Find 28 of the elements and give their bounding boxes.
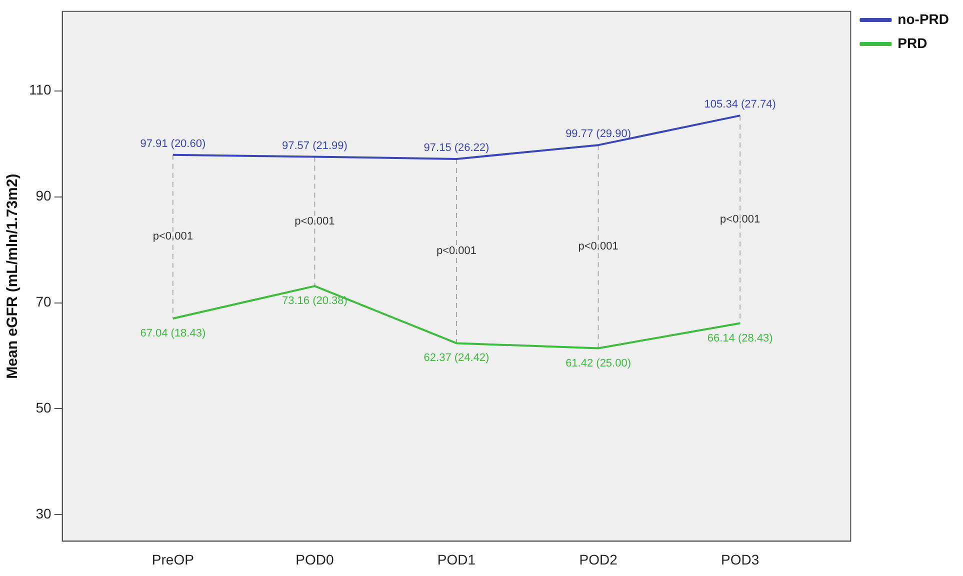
- y-tick-label: 50: [36, 400, 52, 416]
- annotation: p<0.001: [294, 215, 335, 228]
- x-tick-label: PreOP: [152, 551, 194, 568]
- data-label: 105.34 (27.74): [704, 98, 776, 111]
- data-label: 97.57 (21.99): [282, 140, 348, 152]
- data-label: 99.77 (29.90): [566, 128, 632, 140]
- x-tick-label: POD0: [296, 551, 334, 568]
- annotation: p<0.001: [578, 240, 618, 253]
- x-tick-label: POD3: [721, 551, 760, 568]
- legend-label: PRD: [898, 34, 928, 51]
- data-label: 97.91 (20.60): [140, 138, 206, 150]
- data-label: 61.42 (25.00): [566, 357, 632, 370]
- y-tick-label: 90: [36, 188, 52, 204]
- data-label: 73.16 (20.38): [282, 295, 348, 308]
- y-tick-label: 110: [28, 82, 52, 98]
- data-label: 66.14 (28.43): [707, 332, 773, 344]
- annotation: p<0.001: [152, 230, 193, 243]
- data-label: 67.04 (18.43): [140, 328, 206, 340]
- y-tick-label: 70: [36, 294, 52, 310]
- legend-label: no-PRD: [898, 10, 950, 27]
- annotation: p<0.001: [720, 213, 760, 226]
- annotation: p<0.001: [436, 245, 477, 258]
- y-tick-label: 30: [36, 506, 52, 522]
- x-tick-label: POD2: [579, 551, 618, 568]
- x-tick-label: POD1: [437, 551, 476, 568]
- data-label: 97.15 (26.22): [424, 142, 490, 154]
- data-label: 62.37 (24.42): [424, 352, 490, 364]
- y-axis-title: Mean eGFR (mL/mln/1.73m2): [4, 174, 22, 379]
